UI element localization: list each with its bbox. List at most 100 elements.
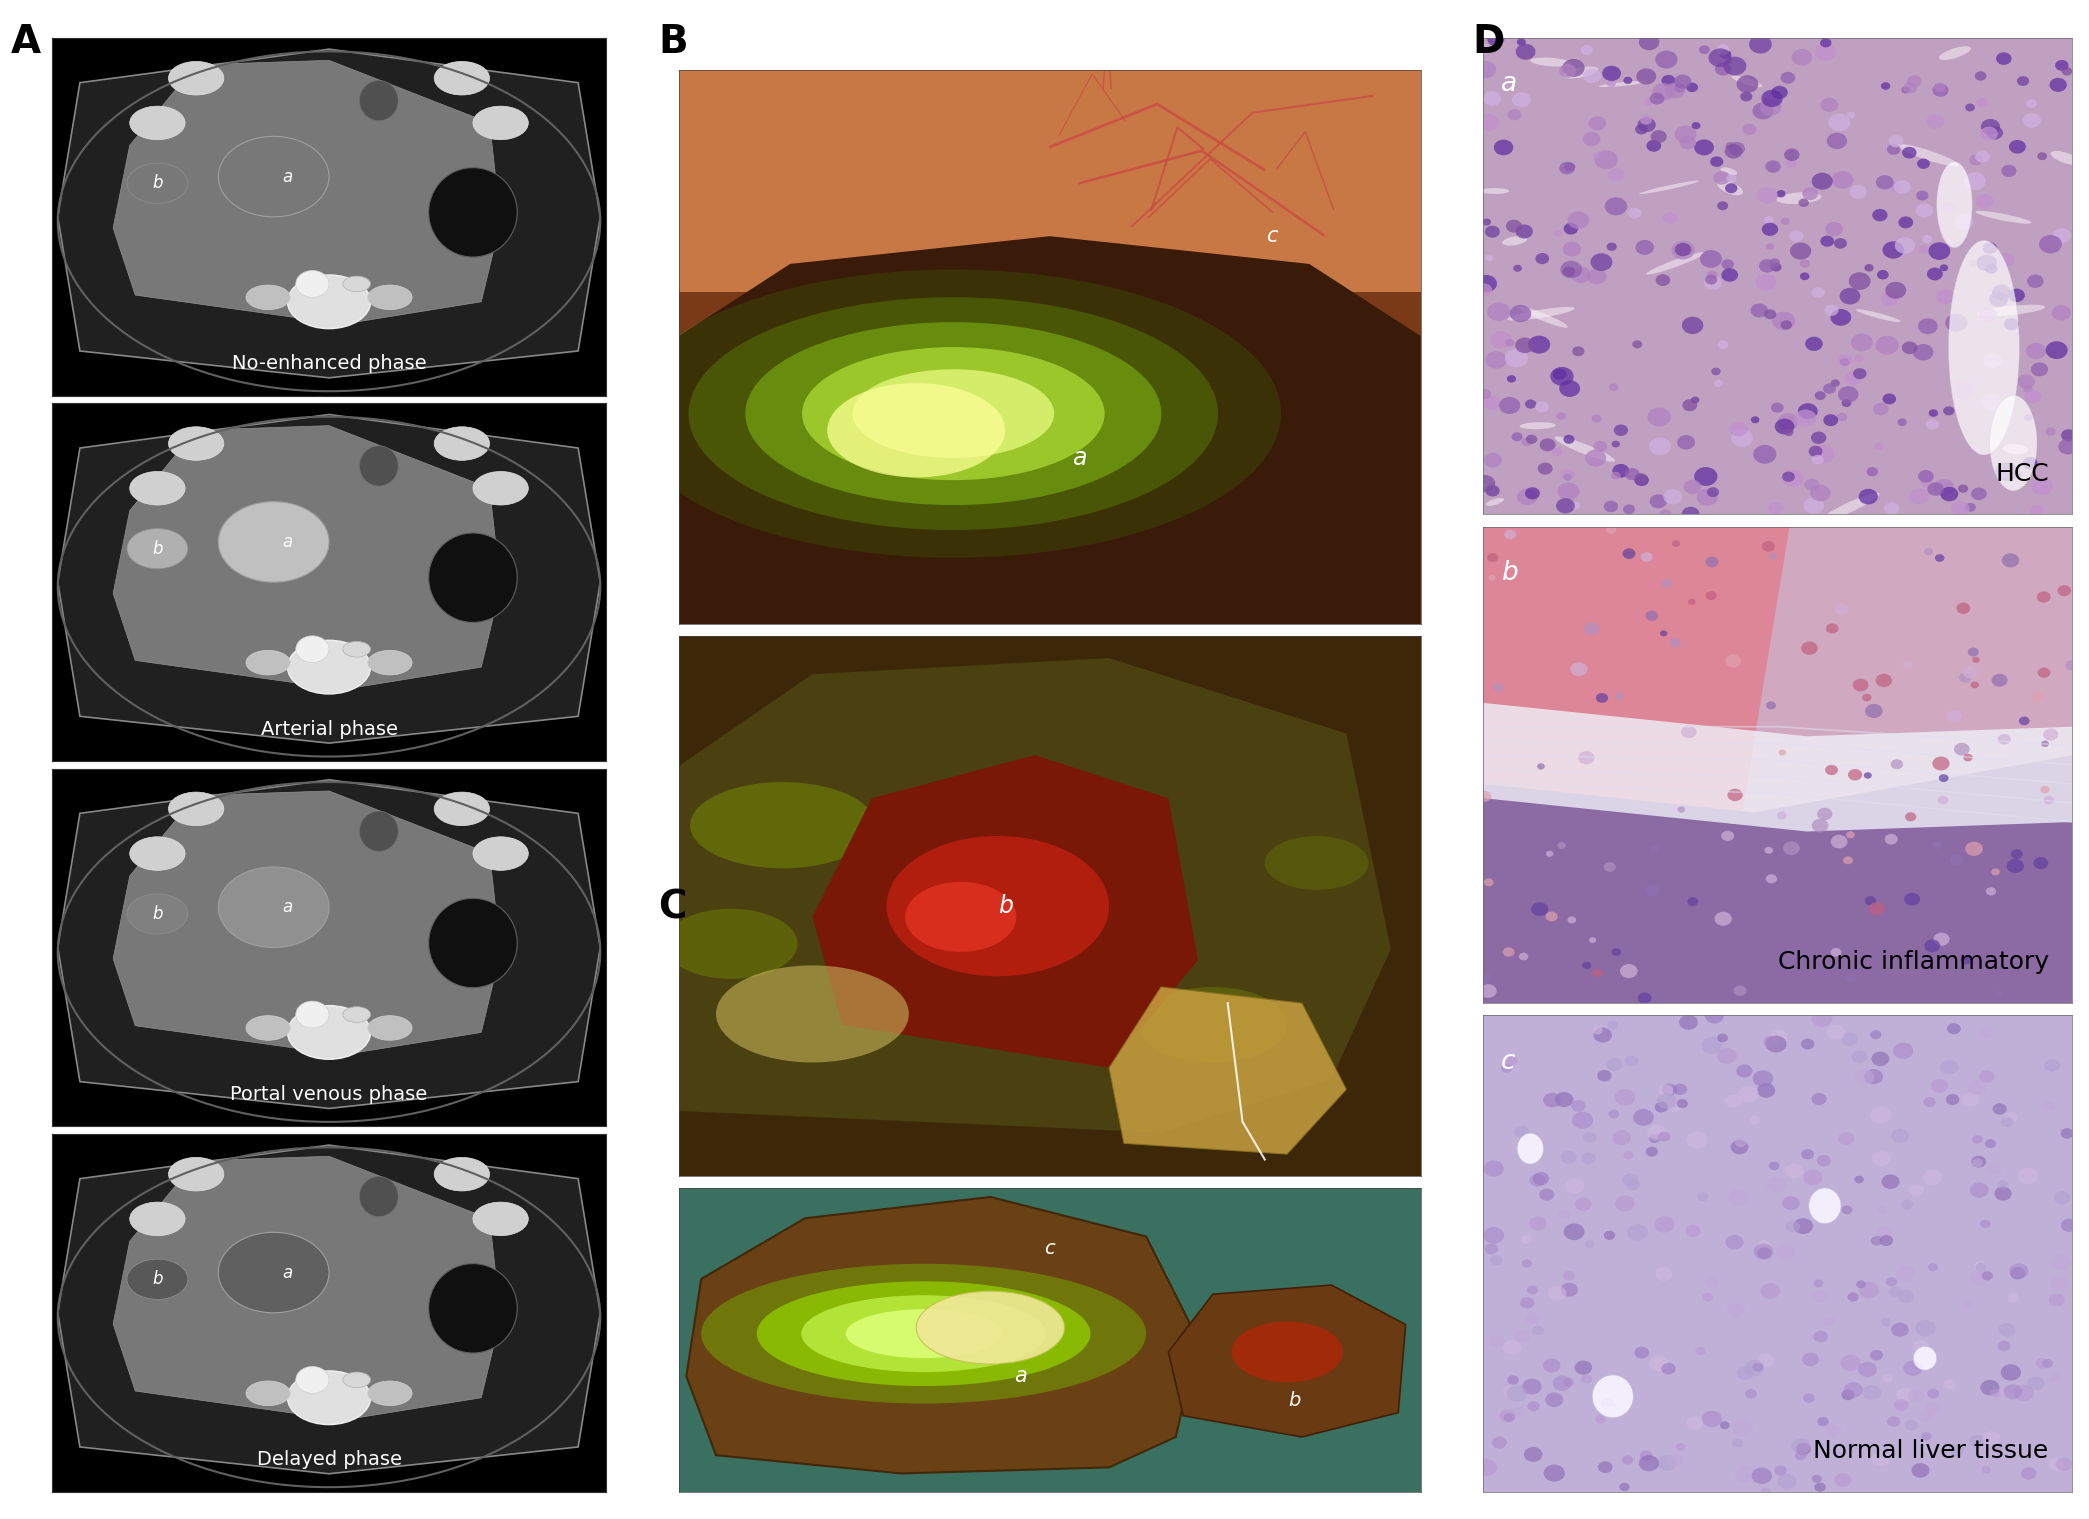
Circle shape [1611, 441, 1619, 448]
Circle shape [1726, 655, 1742, 667]
Circle shape [1939, 775, 1949, 782]
Circle shape [1663, 489, 1682, 504]
Circle shape [1751, 1467, 1771, 1484]
Circle shape [1876, 336, 1899, 354]
Ellipse shape [1991, 395, 2037, 491]
Circle shape [1581, 46, 1592, 55]
Circle shape [1970, 155, 1982, 166]
Ellipse shape [2003, 444, 2028, 454]
Circle shape [1728, 788, 1742, 801]
Text: a: a [282, 898, 292, 916]
Circle shape [1654, 50, 1677, 68]
Polygon shape [1483, 1015, 2072, 1492]
Circle shape [1588, 117, 1606, 131]
Circle shape [1886, 1416, 1901, 1426]
Circle shape [1586, 1241, 1594, 1249]
Ellipse shape [127, 163, 188, 204]
Circle shape [1805, 478, 1820, 491]
Circle shape [1575, 1361, 1592, 1375]
Circle shape [1811, 454, 1824, 465]
Circle shape [1872, 1452, 1891, 1466]
Circle shape [1886, 144, 1901, 155]
Circle shape [1761, 90, 1782, 106]
Circle shape [1581, 1375, 1592, 1384]
Circle shape [1502, 1340, 1521, 1355]
Circle shape [1527, 1285, 1538, 1294]
Circle shape [1840, 358, 1849, 366]
Circle shape [1483, 91, 1502, 106]
Circle shape [1571, 266, 1592, 283]
Circle shape [1636, 68, 1657, 85]
Circle shape [1638, 117, 1657, 132]
Circle shape [1711, 156, 1723, 167]
Circle shape [1713, 172, 1730, 185]
Circle shape [1888, 1287, 1901, 1297]
Circle shape [1928, 409, 1939, 416]
Circle shape [2062, 1218, 2076, 1232]
Ellipse shape [428, 898, 518, 987]
Circle shape [1705, 1276, 1719, 1288]
Circle shape [1863, 1385, 1880, 1401]
Circle shape [1918, 469, 1934, 483]
Circle shape [1615, 1195, 1636, 1212]
Circle shape [2026, 1376, 2045, 1390]
Circle shape [1757, 1240, 1771, 1252]
Circle shape [1540, 439, 1556, 451]
Circle shape [1686, 82, 1698, 93]
Circle shape [1941, 486, 1957, 501]
Text: No-enhanced phase: No-enhanced phase [232, 354, 426, 374]
Circle shape [1726, 1235, 1744, 1250]
Circle shape [1644, 99, 1654, 106]
Circle shape [1905, 893, 1920, 905]
Text: a: a [1072, 447, 1086, 469]
Circle shape [1972, 1159, 1982, 1167]
Circle shape [1903, 147, 1916, 158]
Circle shape [1560, 261, 1581, 278]
Text: Arterial phase: Arterial phase [261, 720, 397, 738]
Circle shape [1995, 462, 2018, 482]
Ellipse shape [1508, 307, 1575, 321]
Circle shape [2026, 343, 2045, 358]
Circle shape [2003, 317, 2018, 330]
Circle shape [1870, 1106, 1891, 1124]
Circle shape [1953, 743, 1970, 755]
Ellipse shape [359, 811, 399, 851]
Ellipse shape [886, 835, 1109, 977]
Circle shape [1895, 237, 1916, 254]
Circle shape [2010, 1267, 2026, 1279]
Ellipse shape [1855, 310, 1901, 322]
Circle shape [1512, 433, 1523, 441]
Circle shape [1623, 1151, 1634, 1159]
Circle shape [1761, 223, 1778, 235]
Circle shape [2049, 77, 2066, 93]
Circle shape [1753, 102, 1774, 120]
Circle shape [1962, 1092, 1980, 1106]
Circle shape [2026, 275, 2043, 289]
Circle shape [1928, 1264, 1939, 1271]
Circle shape [1759, 260, 1776, 272]
Circle shape [1546, 1393, 1563, 1407]
Circle shape [1475, 61, 1496, 77]
Circle shape [1985, 264, 1997, 273]
Circle shape [1834, 1473, 1851, 1487]
Circle shape [1475, 275, 1498, 292]
Ellipse shape [1914, 1346, 1937, 1370]
Circle shape [1782, 469, 1803, 488]
Circle shape [1726, 143, 1736, 150]
Circle shape [1924, 548, 1932, 556]
Circle shape [1734, 986, 1746, 996]
Circle shape [297, 636, 330, 662]
Circle shape [1790, 243, 1811, 260]
Circle shape [2014, 471, 2022, 478]
Circle shape [1914, 343, 1934, 360]
Circle shape [1880, 1235, 1893, 1246]
Circle shape [1840, 1390, 1855, 1401]
Ellipse shape [435, 791, 489, 826]
Circle shape [1506, 1385, 1527, 1402]
Circle shape [1650, 494, 1667, 509]
Circle shape [1688, 898, 1698, 905]
Circle shape [1888, 181, 1901, 191]
Circle shape [1832, 172, 1853, 188]
Ellipse shape [343, 276, 370, 292]
Circle shape [2045, 427, 2056, 436]
